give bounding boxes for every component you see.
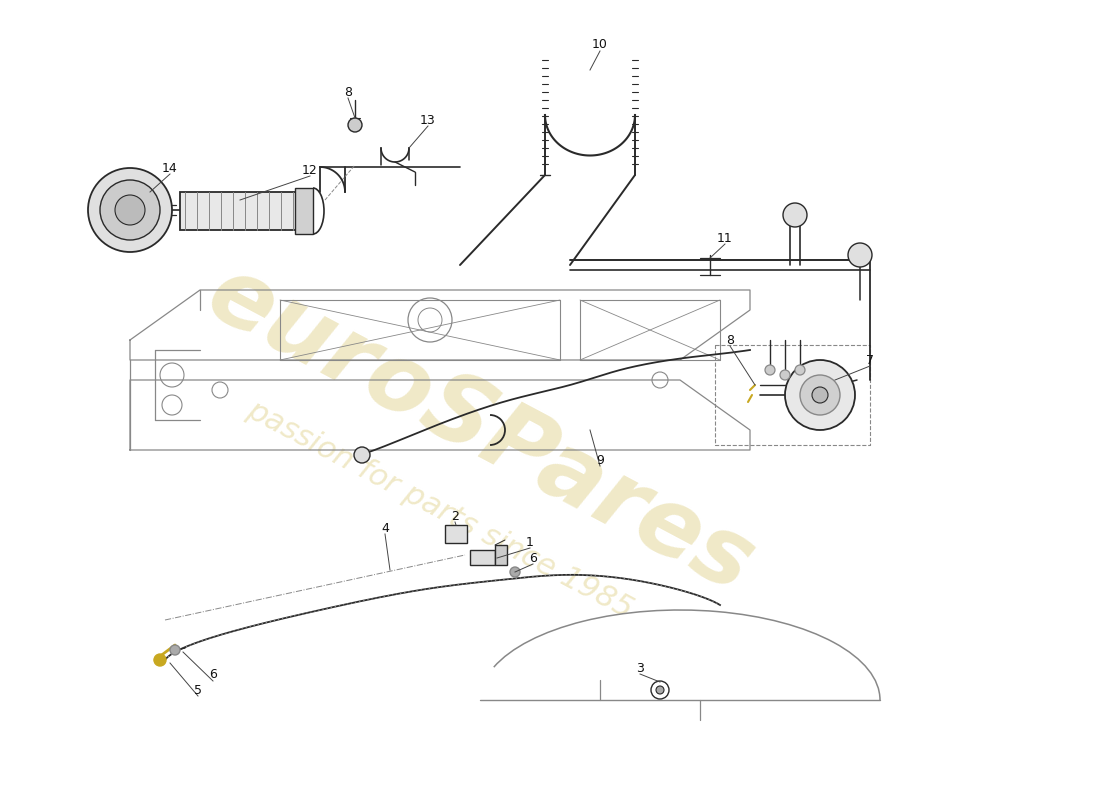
Circle shape — [354, 447, 370, 463]
Circle shape — [88, 168, 172, 252]
Text: 6: 6 — [209, 669, 217, 682]
Circle shape — [780, 370, 790, 380]
Circle shape — [848, 243, 872, 267]
Circle shape — [348, 118, 362, 132]
Bar — [495, 545, 507, 565]
Circle shape — [100, 180, 160, 240]
Bar — [446, 525, 468, 543]
Text: 14: 14 — [162, 162, 178, 174]
Text: 7: 7 — [866, 354, 874, 366]
Circle shape — [116, 195, 145, 225]
Text: 6: 6 — [529, 551, 537, 565]
Circle shape — [764, 365, 776, 375]
Text: 12: 12 — [302, 163, 318, 177]
Text: 9: 9 — [596, 454, 604, 466]
Bar — [295, 188, 313, 234]
Text: 13: 13 — [420, 114, 436, 126]
Text: 8: 8 — [344, 86, 352, 98]
Text: passion for parts since 1985: passion for parts since 1985 — [242, 396, 638, 624]
Text: euroSPares: euroSPares — [191, 247, 769, 613]
Text: 5: 5 — [194, 683, 202, 697]
Text: 8: 8 — [726, 334, 734, 346]
Circle shape — [510, 567, 520, 577]
Text: 10: 10 — [592, 38, 608, 51]
Circle shape — [656, 686, 664, 694]
Circle shape — [800, 375, 840, 415]
Circle shape — [785, 360, 855, 430]
Text: 3: 3 — [636, 662, 644, 674]
Circle shape — [783, 203, 807, 227]
Text: 11: 11 — [717, 231, 733, 245]
Circle shape — [812, 387, 828, 403]
Circle shape — [170, 645, 180, 655]
Circle shape — [154, 654, 166, 666]
Text: 2: 2 — [451, 510, 459, 522]
Circle shape — [795, 365, 805, 375]
Bar — [470, 550, 495, 565]
Text: 1: 1 — [526, 535, 534, 549]
Text: 4: 4 — [381, 522, 389, 534]
Bar — [180, 192, 300, 230]
